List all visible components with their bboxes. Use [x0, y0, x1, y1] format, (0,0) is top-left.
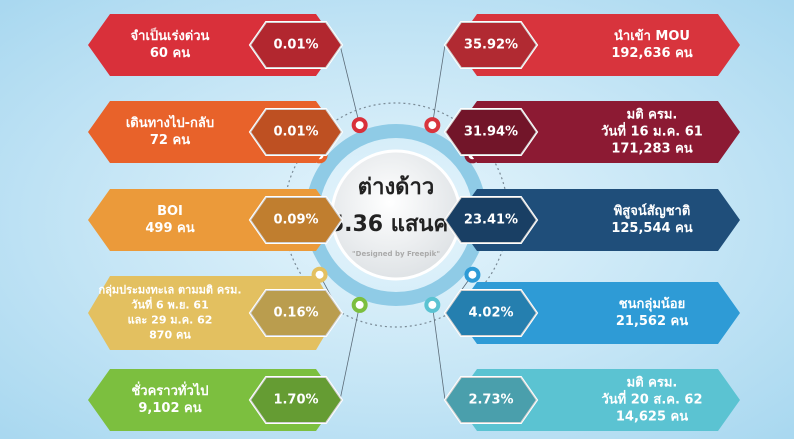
badge-shade: [445, 290, 537, 336]
connector: [431, 304, 446, 401]
item-line: 21,562 คน: [616, 314, 688, 329]
badge: [248, 21, 344, 69]
percent: 23.41%: [464, 213, 518, 228]
dot: [351, 117, 368, 134]
dot: [351, 296, 368, 313]
badge-shade: [445, 22, 537, 68]
item-line: วันที่ 6 พ.ย. 61: [131, 297, 208, 312]
center-title: ต่างด้าว: [358, 175, 434, 200]
badge: [443, 196, 539, 244]
badge: [248, 376, 344, 424]
percent: 35.92%: [464, 38, 518, 53]
item-line: จำเป็นเร่งด่วน: [131, 26, 210, 44]
badge-shade: [445, 377, 537, 423]
items: 0.01% จำเป็นเร่งด่วน 60 คน 0.01% เดินทางไป-ก…: [88, 14, 740, 431]
item-line: เดินทางไป-กลับ: [126, 114, 214, 131]
percent: 0.01%: [273, 125, 318, 140]
connector: [431, 44, 446, 126]
dot: [424, 117, 441, 134]
badge: [443, 289, 539, 337]
credit: "Designed by Freepik": [352, 250, 440, 258]
badge-shade: [250, 22, 342, 68]
percent: 2.73%: [468, 393, 513, 408]
item-line: 171,283 คน: [611, 142, 692, 157]
item-line: 60 คน: [150, 46, 190, 61]
badge-shade: [445, 197, 537, 243]
dot: [464, 266, 481, 283]
item-line: และ 29 ม.ค. 62: [128, 314, 213, 327]
item-line: มติ ครม.: [627, 108, 678, 123]
item-line: มติ ครม.: [627, 376, 678, 391]
item-line: วันที่ 20 ส.ค. 62: [601, 390, 702, 408]
item-line: 870 คน: [149, 329, 191, 342]
badge: [248, 196, 344, 244]
item-line: 14,625 คน: [616, 410, 688, 425]
badge-shade: [250, 109, 342, 155]
item-line: พิสูจน์สัญชาติ: [614, 203, 691, 219]
percent: 0.01%: [273, 38, 318, 53]
center-total: 5.36 แสนคน: [329, 212, 463, 237]
item-line: 192,636 คน: [611, 46, 692, 61]
badge: [443, 376, 539, 424]
badge-shade: [250, 377, 342, 423]
percent: 0.09%: [273, 213, 318, 228]
percent: 31.94%: [464, 125, 518, 140]
percent: 1.70%: [273, 393, 318, 408]
item-line: วันที่ 16 ม.ค. 61: [601, 122, 703, 140]
item-line: กลุ่มประมงทะเล ตามมติ ครม.: [98, 284, 241, 298]
item-line: 9,102 คน: [138, 401, 201, 416]
badge-shade: [250, 290, 342, 336]
item-line: นำเข้า MOU: [614, 28, 690, 44]
item-line: 72 คน: [150, 133, 190, 148]
percent: 0.16%: [273, 306, 318, 321]
badge-shade: [250, 197, 342, 243]
item-line: 499 คน: [145, 221, 194, 236]
percent: 4.02%: [468, 306, 513, 321]
item-line: 125,544 คน: [611, 221, 692, 236]
badge-shade: [445, 109, 537, 155]
badge: [443, 21, 539, 69]
item-line: ชนกลุ่มน้อย: [619, 296, 685, 312]
item-line: BOI: [157, 204, 183, 219]
badge: [248, 289, 344, 337]
connector: [339, 44, 361, 126]
badge: [248, 108, 344, 156]
item-line: ชั่วคราวทั่วไป: [131, 381, 208, 399]
connector: [339, 304, 361, 401]
badge: [443, 108, 539, 156]
dot: [424, 296, 441, 313]
